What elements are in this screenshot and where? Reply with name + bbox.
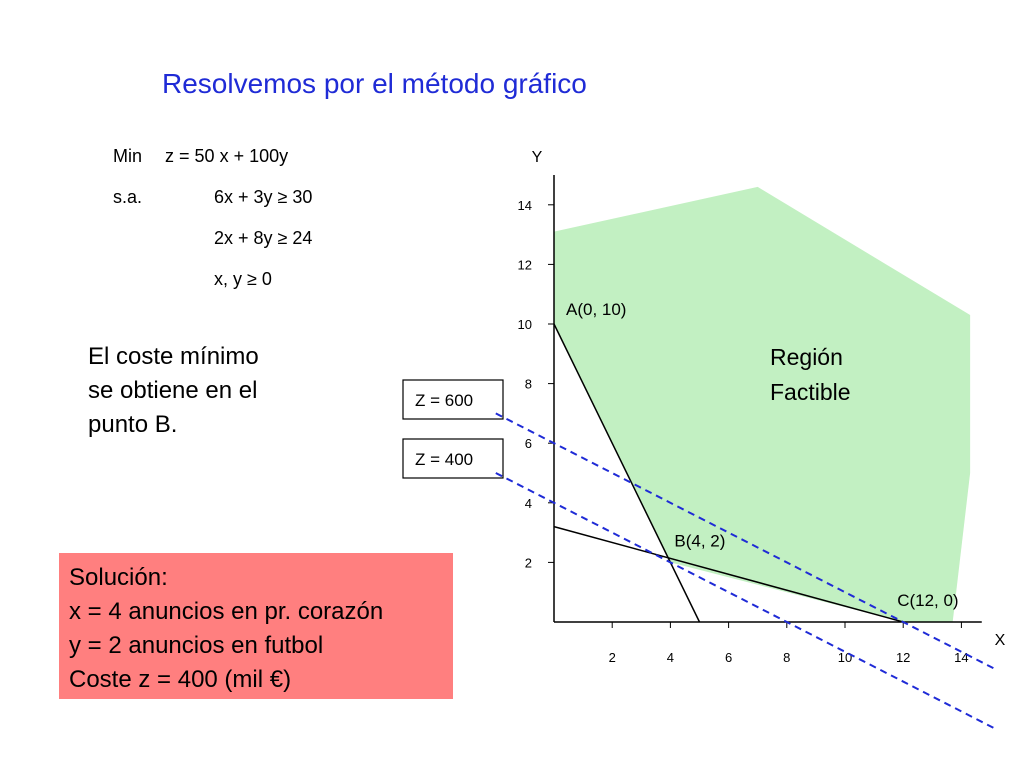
y-tick-label: 4 bbox=[525, 496, 532, 511]
constraint-1: 6x + 3y ≥ 30 bbox=[214, 187, 313, 207]
x-tick-label: 14 bbox=[954, 650, 968, 665]
point-label: A(0, 10) bbox=[566, 300, 626, 319]
x-tick-label: 12 bbox=[896, 650, 910, 665]
iso-label: Z = 400 bbox=[415, 450, 473, 469]
note-line: se obtiene en el bbox=[88, 377, 258, 404]
min-label: Min bbox=[113, 146, 143, 166]
iso-label-box bbox=[402, 438, 504, 479]
y-tick-label: 8 bbox=[525, 377, 532, 392]
constraint-line bbox=[553, 525, 904, 623]
solution-line: y = 2 anuncios en futbol bbox=[69, 632, 324, 659]
x-tick-label: 8 bbox=[783, 650, 790, 665]
constraint-line bbox=[553, 323, 701, 623]
solution-line: x = 4 anuncios en pr. corazón bbox=[69, 598, 384, 625]
x-tick-label: 6 bbox=[725, 650, 732, 665]
sa-label: s.a. bbox=[113, 187, 143, 207]
slide-title: Resolvemos por el método gráfico bbox=[162, 68, 587, 99]
iso-label-box bbox=[402, 379, 504, 420]
y-tick-label: 12 bbox=[518, 257, 532, 272]
y-axis-label: Y bbox=[532, 149, 543, 166]
constraint-2: 2x + 8y ≥ 24 bbox=[214, 228, 313, 248]
y-tick-label: 14 bbox=[518, 198, 532, 213]
point-label: B(4, 2) bbox=[674, 531, 725, 550]
objective-function: z = 50 x + 100y bbox=[165, 146, 289, 166]
constraint-3: x, y ≥ 0 bbox=[214, 269, 272, 289]
x-axis-label: X bbox=[995, 632, 1006, 649]
x-tick-label: 10 bbox=[838, 650, 852, 665]
feasible-region bbox=[554, 186, 971, 623]
conclusion-note: El coste mínimo se obtiene en el punto B… bbox=[88, 340, 259, 442]
solution-box: Solución: x = 4 anuncios en pr. corazón … bbox=[59, 553, 453, 699]
iso-cost-line bbox=[495, 472, 997, 731]
solution-line: Solución: bbox=[69, 564, 168, 591]
note-line: El coste mínimo bbox=[88, 343, 259, 370]
x-tick-label: 4 bbox=[667, 650, 674, 665]
y-tick-label: 10 bbox=[518, 317, 532, 332]
point-label: C(12, 0) bbox=[897, 591, 958, 610]
iso-label: Z = 600 bbox=[415, 391, 473, 410]
objective-row: Min z = 50 x + 100y bbox=[113, 146, 288, 167]
x-tick-label: 2 bbox=[609, 650, 616, 665]
note-line: punto B. bbox=[88, 411, 178, 438]
region-label: Factible bbox=[770, 379, 851, 405]
solution-line: Coste z = 400 (mil €) bbox=[69, 666, 292, 693]
region-label: Región bbox=[770, 344, 843, 370]
iso-cost-line bbox=[495, 412, 997, 671]
y-tick-label: 2 bbox=[525, 555, 532, 570]
y-tick-label: 6 bbox=[525, 436, 532, 451]
